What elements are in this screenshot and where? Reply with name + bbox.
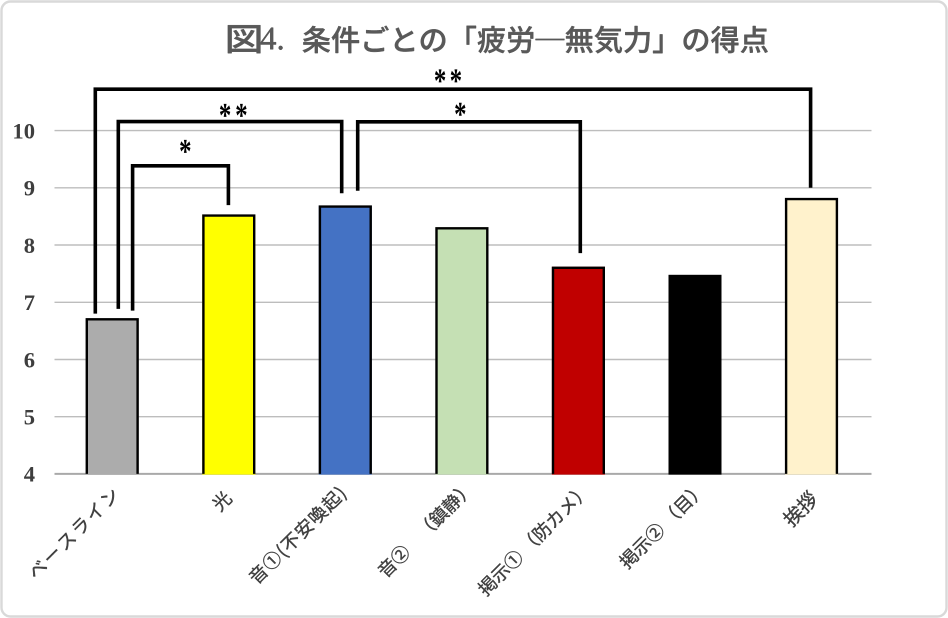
svg-text:8: 8 xyxy=(24,233,35,258)
svg-text:9: 9 xyxy=(24,176,35,201)
svg-text:10: 10 xyxy=(12,118,35,143)
svg-text:5: 5 xyxy=(24,405,35,430)
svg-text:4: 4 xyxy=(24,462,35,487)
svg-text:7: 7 xyxy=(24,290,35,315)
svg-text:6: 6 xyxy=(24,347,35,372)
